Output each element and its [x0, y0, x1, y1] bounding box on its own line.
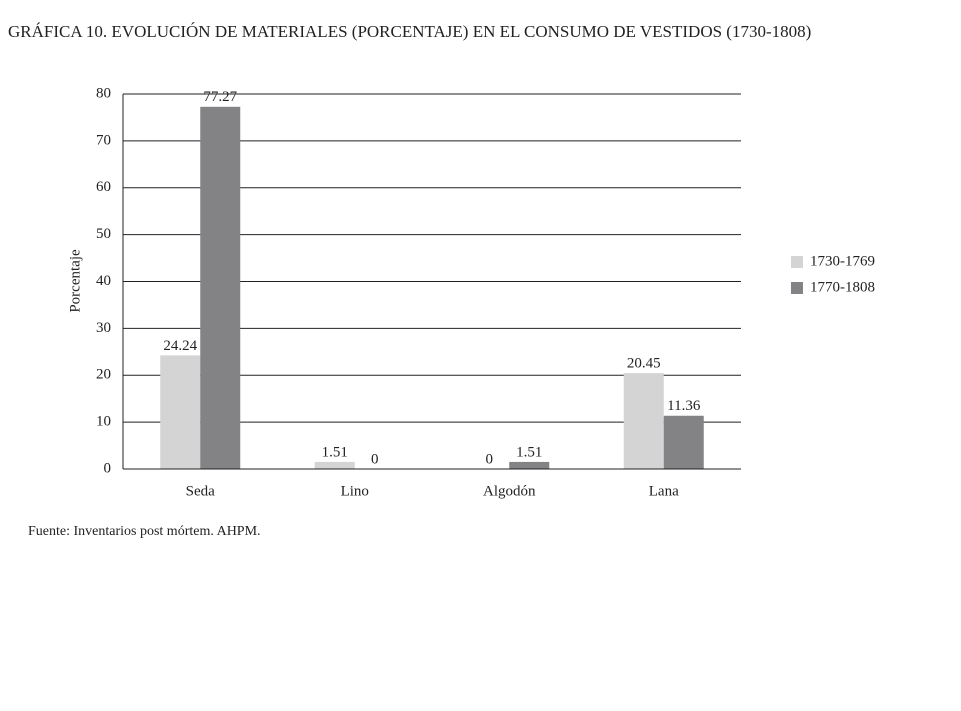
x-tick-label: Lana: [649, 483, 679, 499]
y-tick-label: 70: [96, 132, 111, 148]
y-tick-label: 10: [96, 414, 111, 430]
legend-label: 1770-1808: [810, 279, 875, 295]
bar: [160, 355, 201, 469]
value-label: 20.45: [627, 356, 661, 372]
value-label: 77.27: [203, 89, 237, 105]
y-tick-label: 50: [96, 226, 111, 242]
value-label: 11.36: [667, 398, 701, 414]
y-tick-label: 0: [104, 460, 112, 476]
value-label: 0: [486, 451, 494, 467]
x-tick-label: Seda: [186, 483, 216, 499]
value-label: 1.51: [516, 444, 542, 460]
x-tick-label: Algodón: [483, 483, 536, 499]
legend-swatch: [791, 282, 803, 294]
y-tick-label: 30: [96, 320, 111, 336]
bar: [509, 461, 550, 469]
y-tick-label: 60: [96, 179, 111, 195]
bar: [623, 373, 664, 469]
y-tick-label: 80: [96, 85, 111, 101]
bar: [663, 415, 704, 469]
y-tick-label: 20: [96, 367, 111, 383]
bar: [200, 106, 241, 469]
bar: [314, 461, 355, 469]
value-label: 0: [371, 451, 379, 467]
y-tick-label: 40: [96, 273, 111, 289]
value-label: 24.24: [163, 338, 197, 354]
y-axis-label: Porcentaje: [67, 249, 83, 313]
legend-label: 1730-1769: [810, 253, 875, 269]
chart-title: GRÁFICA 10. EVOLUCIÓN DE MATERIALES (POR…: [8, 22, 811, 41]
legend-swatch: [791, 256, 803, 268]
x-tick-label: Lino: [341, 483, 369, 499]
value-label: 1.51: [322, 444, 348, 460]
source-note: Fuente: Inventarios post mórtem. AHPM.: [28, 524, 261, 539]
